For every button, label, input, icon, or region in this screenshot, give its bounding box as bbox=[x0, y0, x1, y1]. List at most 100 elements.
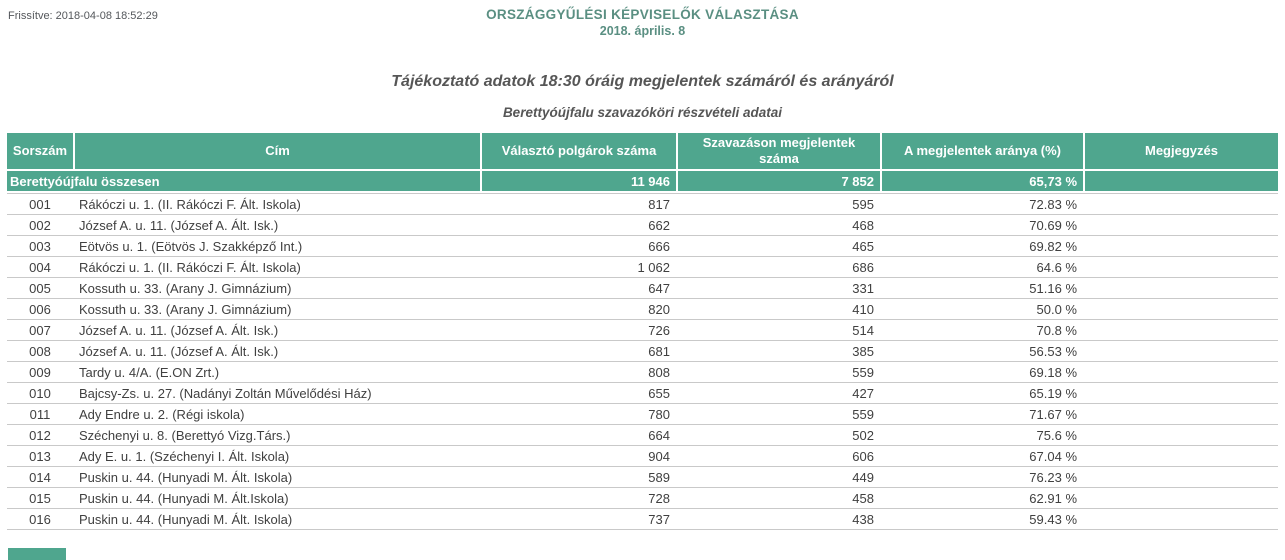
page-date: 2018. április. 8 bbox=[599, 24, 686, 38]
column-header-megjegyzes: Megjegyzés bbox=[1085, 133, 1278, 169]
cell-cim: Bajcsy-Zs. u. 27. (Nadányi Zoltán Művelő… bbox=[79, 385, 372, 401]
column-header-valaszto-polgarok: Választó polgárok száma bbox=[482, 133, 676, 169]
table-row: 016 Puskin u. 44. (Hunyadi M. Ált. Iskol… bbox=[7, 509, 1278, 530]
summary-row: Berettyóújfalu összesen 11 946 7 852 65,… bbox=[7, 171, 1278, 191]
cell-megjelentek-aranya: 70.8 % bbox=[1036, 322, 1077, 338]
cell-megjelentek-aranya: 69.82 % bbox=[1029, 238, 1077, 254]
cell-valaszto-polgarok: 820 bbox=[648, 301, 670, 317]
cell-valaszto-polgarok: 737 bbox=[648, 511, 670, 527]
cell-valaszto-polgarok: 1 062 bbox=[637, 259, 670, 275]
cell-valaszto-polgarok: 589 bbox=[648, 469, 670, 485]
table-body: 001 Rákóczi u. 1. (II. Rákóczi F. Ált. I… bbox=[7, 193, 1278, 530]
cell-cim: Széchenyi u. 8. (Berettyó Vizg.Társ.) bbox=[79, 427, 291, 443]
table-row: 007 József A. u. 11. (József A. Ált. Isk… bbox=[7, 320, 1278, 341]
cell-cim: Kossuth u. 33. (Arany J. Gimnázium) bbox=[79, 280, 292, 296]
column-header-megjelentek-aranya: A megjelentek aránya (%) bbox=[882, 133, 1083, 169]
summary-turnout: 7 852 bbox=[678, 171, 880, 191]
cell-megjelentek-szama: 559 bbox=[852, 364, 874, 380]
cell-cim: Kossuth u. 33. (Arany J. Gimnázium) bbox=[79, 301, 292, 317]
cell-sorszam: 006 bbox=[29, 301, 51, 317]
cell-valaszto-polgarok: 780 bbox=[648, 406, 670, 422]
cell-megjelentek-aranya: 51.16 % bbox=[1029, 280, 1077, 296]
table-row: 004 Rákóczi u. 1. (II. Rákóczi F. Ált. I… bbox=[7, 257, 1278, 278]
cell-sorszam: 013 bbox=[29, 448, 51, 464]
cell-megjelentek-szama: 686 bbox=[852, 259, 874, 275]
cell-sorszam: 007 bbox=[29, 322, 51, 338]
cell-megjelentek-szama: 438 bbox=[852, 511, 874, 527]
cell-cim: Eötvös u. 1. (Eötvös J. Szakképző Int.) bbox=[79, 238, 303, 254]
cell-megjelentek-szama: 595 bbox=[852, 196, 874, 212]
cell-cim: Ady Endre u. 2. (Régi iskola) bbox=[79, 406, 245, 422]
cell-cim: József A. u. 11. (József A. Ált. Isk.) bbox=[79, 322, 279, 338]
table-row: 012 Széchenyi u. 8. (Berettyó Vizg.Társ.… bbox=[7, 425, 1278, 446]
table-row: 005 Kossuth u. 33. (Arany J. Gimnázium) … bbox=[7, 278, 1278, 299]
updated-timestamp: Frissítve: 2018-04-08 18:52:29 bbox=[8, 10, 158, 22]
cell-megjelentek-aranya: 64.6 % bbox=[1036, 259, 1077, 275]
column-header-sorszam: Sorszám bbox=[7, 133, 73, 169]
cell-sorszam: 009 bbox=[29, 364, 51, 380]
cell-megjelentek-szama: 427 bbox=[852, 385, 874, 401]
cell-valaszto-polgarok: 904 bbox=[648, 448, 670, 464]
cell-megjelentek-aranya: 76.23 % bbox=[1029, 469, 1077, 485]
cell-megjelentek-aranya: 62.91 % bbox=[1029, 490, 1077, 506]
cell-megjelentek-aranya: 75.6 % bbox=[1036, 427, 1077, 443]
cell-cim: Rákóczi u. 1. (II. Rákóczi F. Ált. Iskol… bbox=[79, 259, 301, 275]
cell-valaszto-polgarok: 808 bbox=[648, 364, 670, 380]
cell-cim: József A. u. 11. (József A. Ált. Isk.) bbox=[79, 217, 279, 233]
table-row: 014 Puskin u. 44. (Hunyadi M. Ált. Iskol… bbox=[7, 467, 1278, 488]
cell-valaszto-polgarok: 655 bbox=[648, 385, 670, 401]
cell-megjelentek-aranya: 67.04 % bbox=[1029, 448, 1077, 464]
cell-cim: Puskin u. 44. (Hunyadi M. Ált. Iskola) bbox=[79, 511, 293, 527]
cell-valaszto-polgarok: 647 bbox=[648, 280, 670, 296]
cell-sorszam: 003 bbox=[29, 238, 51, 254]
cell-sorszam: 011 bbox=[29, 406, 51, 422]
cell-megjelentek-aranya: 70.69 % bbox=[1029, 217, 1077, 233]
cell-valaszto-polgarok: 681 bbox=[648, 343, 670, 359]
column-header-megjelentek-szama: Szavazáson megjelentek száma bbox=[678, 133, 880, 169]
table-row: 011 Ady Endre u. 2. (Régi iskola) 780 55… bbox=[7, 404, 1278, 425]
cell-cim: Tardy u. 4/A. (E.ON Zrt.) bbox=[79, 364, 220, 380]
cell-megjelentek-aranya: 56.53 % bbox=[1029, 343, 1077, 359]
summary-voters: 11 946 bbox=[482, 171, 676, 191]
cell-valaszto-polgarok: 728 bbox=[648, 490, 670, 506]
table-row: 010 Bajcsy-Zs. u. 27. (Nadányi Zoltán Mű… bbox=[7, 383, 1278, 404]
cell-sorszam: 012 bbox=[29, 427, 51, 443]
table-row: 001 Rákóczi u. 1. (II. Rákóczi F. Ált. I… bbox=[7, 194, 1278, 215]
table-row: 003 Eötvös u. 1. (Eötvös J. Szakképző In… bbox=[7, 236, 1278, 257]
cell-megjelentek-szama: 559 bbox=[852, 406, 874, 422]
cell-megjelentek-aranya: 72.83 % bbox=[1029, 196, 1077, 212]
cell-valaszto-polgarok: 726 bbox=[648, 322, 670, 338]
cell-megjelentek-aranya: 59.43 % bbox=[1029, 511, 1077, 527]
cell-cim: Puskin u. 44. (Hunyadi M. Ált.Iskola) bbox=[79, 490, 289, 506]
table-row: 009 Tardy u. 4/A. (E.ON Zrt.) 808 559 69… bbox=[7, 362, 1278, 383]
cell-megjelentek-szama: 449 bbox=[852, 469, 874, 485]
table-row: 008 József A. u. 11. (József A. Ált. Isk… bbox=[7, 341, 1278, 362]
cell-megjelentek-szama: 385 bbox=[852, 343, 874, 359]
table-row: 013 Ady E. u. 1. (Széchenyi I. Ált. Isko… bbox=[7, 446, 1278, 467]
summary-ratio: 65,73 % bbox=[882, 171, 1083, 191]
cell-megjelentek-szama: 331 bbox=[852, 280, 874, 296]
cell-megjelentek-aranya: 65.19 % bbox=[1029, 385, 1077, 401]
cell-sorszam: 005 bbox=[29, 280, 51, 296]
cell-sorszam: 010 bbox=[29, 385, 51, 401]
cell-valaszto-polgarok: 664 bbox=[648, 427, 670, 443]
cell-megjelentek-szama: 514 bbox=[852, 322, 874, 338]
cell-megjelentek-szama: 458 bbox=[852, 490, 874, 506]
cell-sorszam: 002 bbox=[29, 217, 51, 233]
cell-megjelentek-szama: 606 bbox=[852, 448, 874, 464]
subtitle: Berettyóújfalu szavazóköri részvételi ad… bbox=[502, 105, 783, 120]
cell-valaszto-polgarok: 666 bbox=[648, 238, 670, 254]
cell-sorszam: 016 bbox=[29, 511, 51, 527]
cell-megjelentek-aranya: 50.0 % bbox=[1036, 301, 1077, 317]
table-row: 002 József A. u. 11. (József A. Ált. Isk… bbox=[7, 215, 1278, 236]
cell-sorszam: 004 bbox=[29, 259, 51, 275]
cell-sorszam: 015 bbox=[29, 490, 51, 506]
table-header-row: Sorszám Cím Választó polgárok száma Szav… bbox=[7, 133, 1278, 169]
cell-cim: Rákóczi u. 1. (II. Rákóczi F. Ált. Iskol… bbox=[79, 196, 301, 212]
main-title: Tájékoztató adatok 18:30 óráig megjelent… bbox=[391, 73, 894, 90]
cell-megjelentek-szama: 465 bbox=[852, 238, 874, 254]
cell-sorszam: 008 bbox=[29, 343, 51, 359]
cell-megjelentek-aranya: 71.67 % bbox=[1029, 406, 1077, 422]
cell-cim: József A. u. 11. (József A. Ált. Isk.) bbox=[79, 343, 279, 359]
summary-label: Berettyóújfalu összesen bbox=[7, 171, 480, 191]
